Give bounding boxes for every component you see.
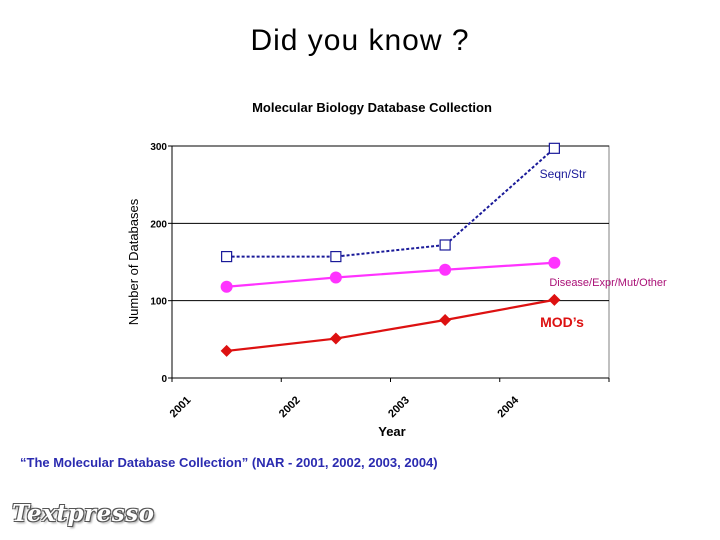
xtick-label-2001: 2001 [168,394,194,420]
chart-title: Molecular Biology Database Collection [252,100,492,115]
series-mod-s: MOD’s [220,293,584,357]
series-line-2 [226,298,555,353]
series: Seqn/Str Disease/Expr/Mut/Other MOD’s [220,142,667,357]
point-0-2004 [548,142,560,154]
xtick-label-2002: 2002 [277,394,303,420]
ytick-label-200: 200 [150,219,167,230]
point-2-2004 [548,293,561,306]
xtick-label-2004: 2004 [495,394,521,420]
series-label-0: Seqn/Str [540,167,587,181]
series-disease-expr-mut-other: Disease/Expr/Mut/Other [220,256,667,293]
y-axis-label: Number of Databases [126,198,141,325]
slide-title: Did you know ? [250,24,470,57]
xtick-label-2003: 2003 [386,394,412,420]
point-1-2002 [329,271,342,284]
plot-area [171,145,610,379]
point-0-2002 [330,250,342,263]
point-1-2003 [439,263,452,276]
point-2-2003 [439,314,452,326]
series-seqn-str: Seqn/Str [221,142,587,263]
point-2-2001 [220,344,233,357]
ytick-label-100: 100 [150,297,167,308]
point-2-2002 [329,332,342,345]
ytick-label-0: 0 [161,374,167,385]
series-label-1: Disease/Expr/Mut/Other [549,277,667,289]
point-0-2003 [439,239,451,251]
ytick-label-300: 300 [150,142,167,153]
series-line-1 [226,261,555,288]
source-caption: “The Molecular Database Collection” (NAR… [20,455,438,470]
point-0-2001 [221,250,233,263]
point-1-2001 [220,280,233,293]
textpresso-logo: Textpresso [12,500,155,527]
gridlines [172,145,609,302]
x-axis-label: Year [378,424,405,439]
series-line-0 [226,147,556,258]
point-1-2004 [548,256,561,269]
series-label-2: MOD’s [540,314,584,330]
axes [168,145,610,382]
